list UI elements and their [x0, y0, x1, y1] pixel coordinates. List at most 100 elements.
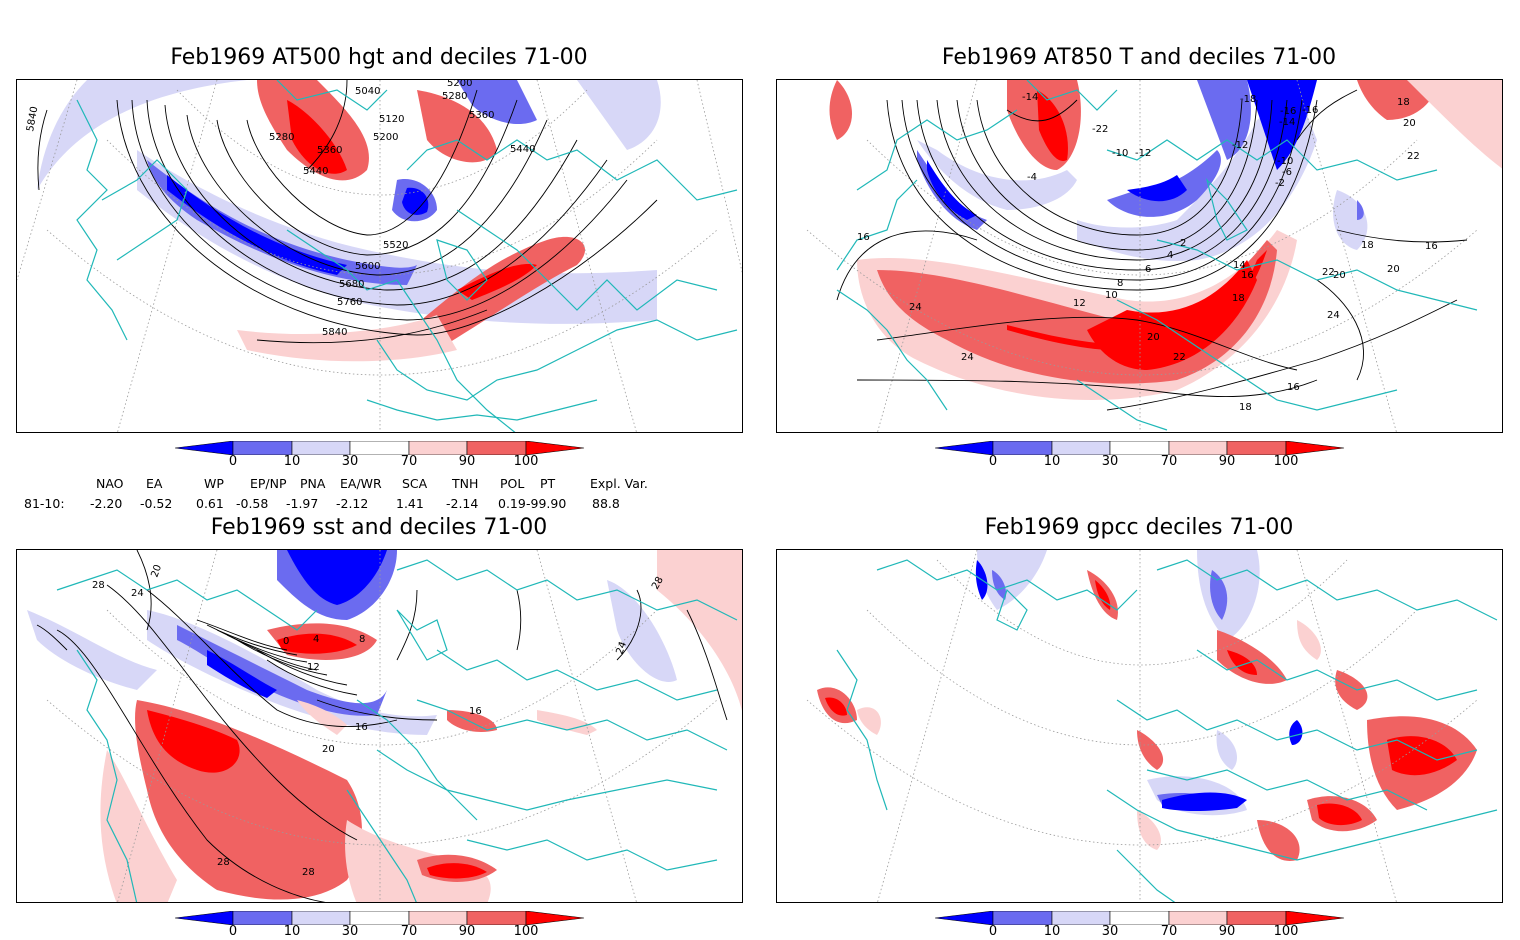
colorbar-tick: 30: [1101, 924, 1119, 939]
contour-label: 5200: [447, 80, 472, 89]
contour-label: 24: [131, 588, 144, 599]
graticule: [806, 550, 1478, 902]
contour-label: 16: [1241, 270, 1254, 281]
contour-label: 5280: [442, 91, 467, 102]
index-value: -2.14: [446, 496, 479, 511]
contour-label: 5440: [510, 144, 535, 155]
index-value: -0.52: [140, 496, 173, 511]
height-contours: [37, 80, 658, 344]
contour-label: -2: [1275, 178, 1285, 189]
contour-label: 24: [961, 352, 974, 363]
index-name: EP/NP: [250, 476, 287, 491]
index-name: PNA: [300, 476, 326, 491]
teleconnection-index-table: NAO EA WP EP/NP PNA EA/WR SCA TNH POL PT…: [0, 474, 760, 514]
graticule: [46, 550, 718, 902]
colorbar-swatches: [174, 910, 585, 926]
contour-label: -10: [1277, 156, 1293, 167]
index-row-label: 81-10:: [24, 496, 65, 511]
colorbar-tick: 10: [283, 924, 301, 939]
contour-label: 5840: [322, 327, 347, 338]
contour-label: 24: [614, 640, 629, 656]
contour-label: 20: [1403, 118, 1416, 129]
colorbar-tick: 100: [513, 454, 539, 469]
contour-label: 5440: [303, 166, 328, 177]
contour-label: 22: [1173, 352, 1186, 363]
index-name: EA: [146, 476, 163, 491]
contour-label: 12: [307, 662, 320, 673]
contour-label: 22: [1407, 151, 1420, 162]
colorbar-tick: 0: [988, 924, 998, 939]
colorbar-tick: 100: [513, 924, 539, 939]
colorbar-tick: 100: [1273, 924, 1299, 939]
contour-labels: 28 24 20 0 4 8 12 16 16 20 28 28 24 28: [92, 563, 666, 878]
colorbar-tick: 30: [341, 454, 359, 469]
contour-label: -12: [1232, 140, 1248, 151]
contour-label: -10: [1112, 148, 1128, 159]
contour-label: -22: [1092, 124, 1108, 135]
coastlines: [836, 559, 1498, 902]
contour-label: 2: [1180, 238, 1186, 249]
contour-label: -14: [1279, 117, 1295, 128]
contour-label: 18: [1232, 293, 1245, 304]
contour-label: 5760: [337, 297, 362, 308]
colorbar-tick: 70: [400, 924, 418, 939]
decile-shading: [817, 550, 1477, 861]
contour-label: -16: [1280, 106, 1296, 117]
colorbar-tick: 90: [458, 924, 476, 939]
contour-label: 24: [1327, 310, 1340, 321]
contour-label: 16: [469, 706, 482, 717]
panel-title-sst: Feb1969 sst and deciles 71-00: [210, 515, 548, 540]
index-value: -99.90: [526, 496, 567, 511]
colorbar-tick: 10: [1043, 924, 1061, 939]
map-panel-sst: 28 24 20 0 4 8 12 16 16 20 28 28 24 28: [16, 549, 743, 903]
panel-title-gpcc: Feb1969 gpcc deciles 71-00: [984, 515, 1294, 540]
map-panel-at850: -14 -22 -10 -12 -18 -16 -14 -12 -10 -6 -…: [776, 79, 1503, 433]
coastlines: [76, 80, 738, 432]
contour-label: 5200: [373, 132, 398, 143]
colorbar-swatches: [174, 440, 585, 456]
colorbar-tick: 10: [283, 454, 301, 469]
contour-label: 12: [1073, 298, 1086, 309]
index-value: 0.19: [498, 496, 526, 511]
map-at850-svg: -14 -22 -10 -12 -18 -16 -14 -12 -10 -6 -…: [806, 80, 1502, 432]
colorbar-tick: 0: [228, 454, 238, 469]
contour-label: -18: [1240, 94, 1256, 105]
contour-label: 28: [217, 857, 230, 868]
colorbar-bottom-right: 0 10 30 70 90 100: [934, 910, 1345, 940]
contour-label: 5360: [317, 145, 342, 156]
decile-shading: [27, 550, 742, 902]
colorbar-tick: 10: [1043, 454, 1061, 469]
coastlines: [56, 559, 738, 902]
contour-label: 20: [149, 563, 164, 579]
index-value: -0.58: [236, 496, 269, 511]
contour-label: 5040: [355, 86, 380, 97]
contour-label: 18: [1361, 240, 1374, 251]
contour-label: 6: [1145, 264, 1151, 275]
contour-label: 0: [283, 636, 289, 647]
colorbar-swatches: [934, 440, 1345, 456]
contour-label: 20: [1147, 332, 1160, 343]
contour-label: 28: [302, 867, 315, 878]
contour-label: 10: [1105, 290, 1118, 301]
index-value: -2.20: [90, 496, 123, 511]
contour-label: 4: [1167, 250, 1173, 261]
colorbar-swatches: [934, 910, 1345, 926]
colorbar-tick: 30: [1101, 454, 1119, 469]
colorbar-top-left: 0 10 30 70 90 100: [174, 440, 585, 470]
contour-label: 18: [1239, 402, 1252, 413]
contour-label: 20: [1387, 264, 1400, 275]
contour-label: -16: [1302, 105, 1318, 116]
index-value: 1.41: [396, 496, 424, 511]
index-value: -2.12: [336, 496, 369, 511]
contour-label: -4: [1027, 172, 1037, 183]
contour-label: 5360: [469, 110, 494, 121]
index-value: 88.8: [592, 496, 620, 511]
contour-label: 22: [1322, 267, 1335, 278]
colorbar-tick: 100: [1273, 454, 1299, 469]
map-at500-svg: 5840 5040 5200 5280 5360 5120 5200 5280 …: [17, 80, 742, 432]
contour-label: 14: [1233, 260, 1246, 271]
coastlines: [836, 80, 1478, 431]
index-name: EA/WR: [340, 476, 382, 491]
colorbar-tick: 0: [988, 454, 998, 469]
contour-label: -12: [1135, 148, 1151, 159]
